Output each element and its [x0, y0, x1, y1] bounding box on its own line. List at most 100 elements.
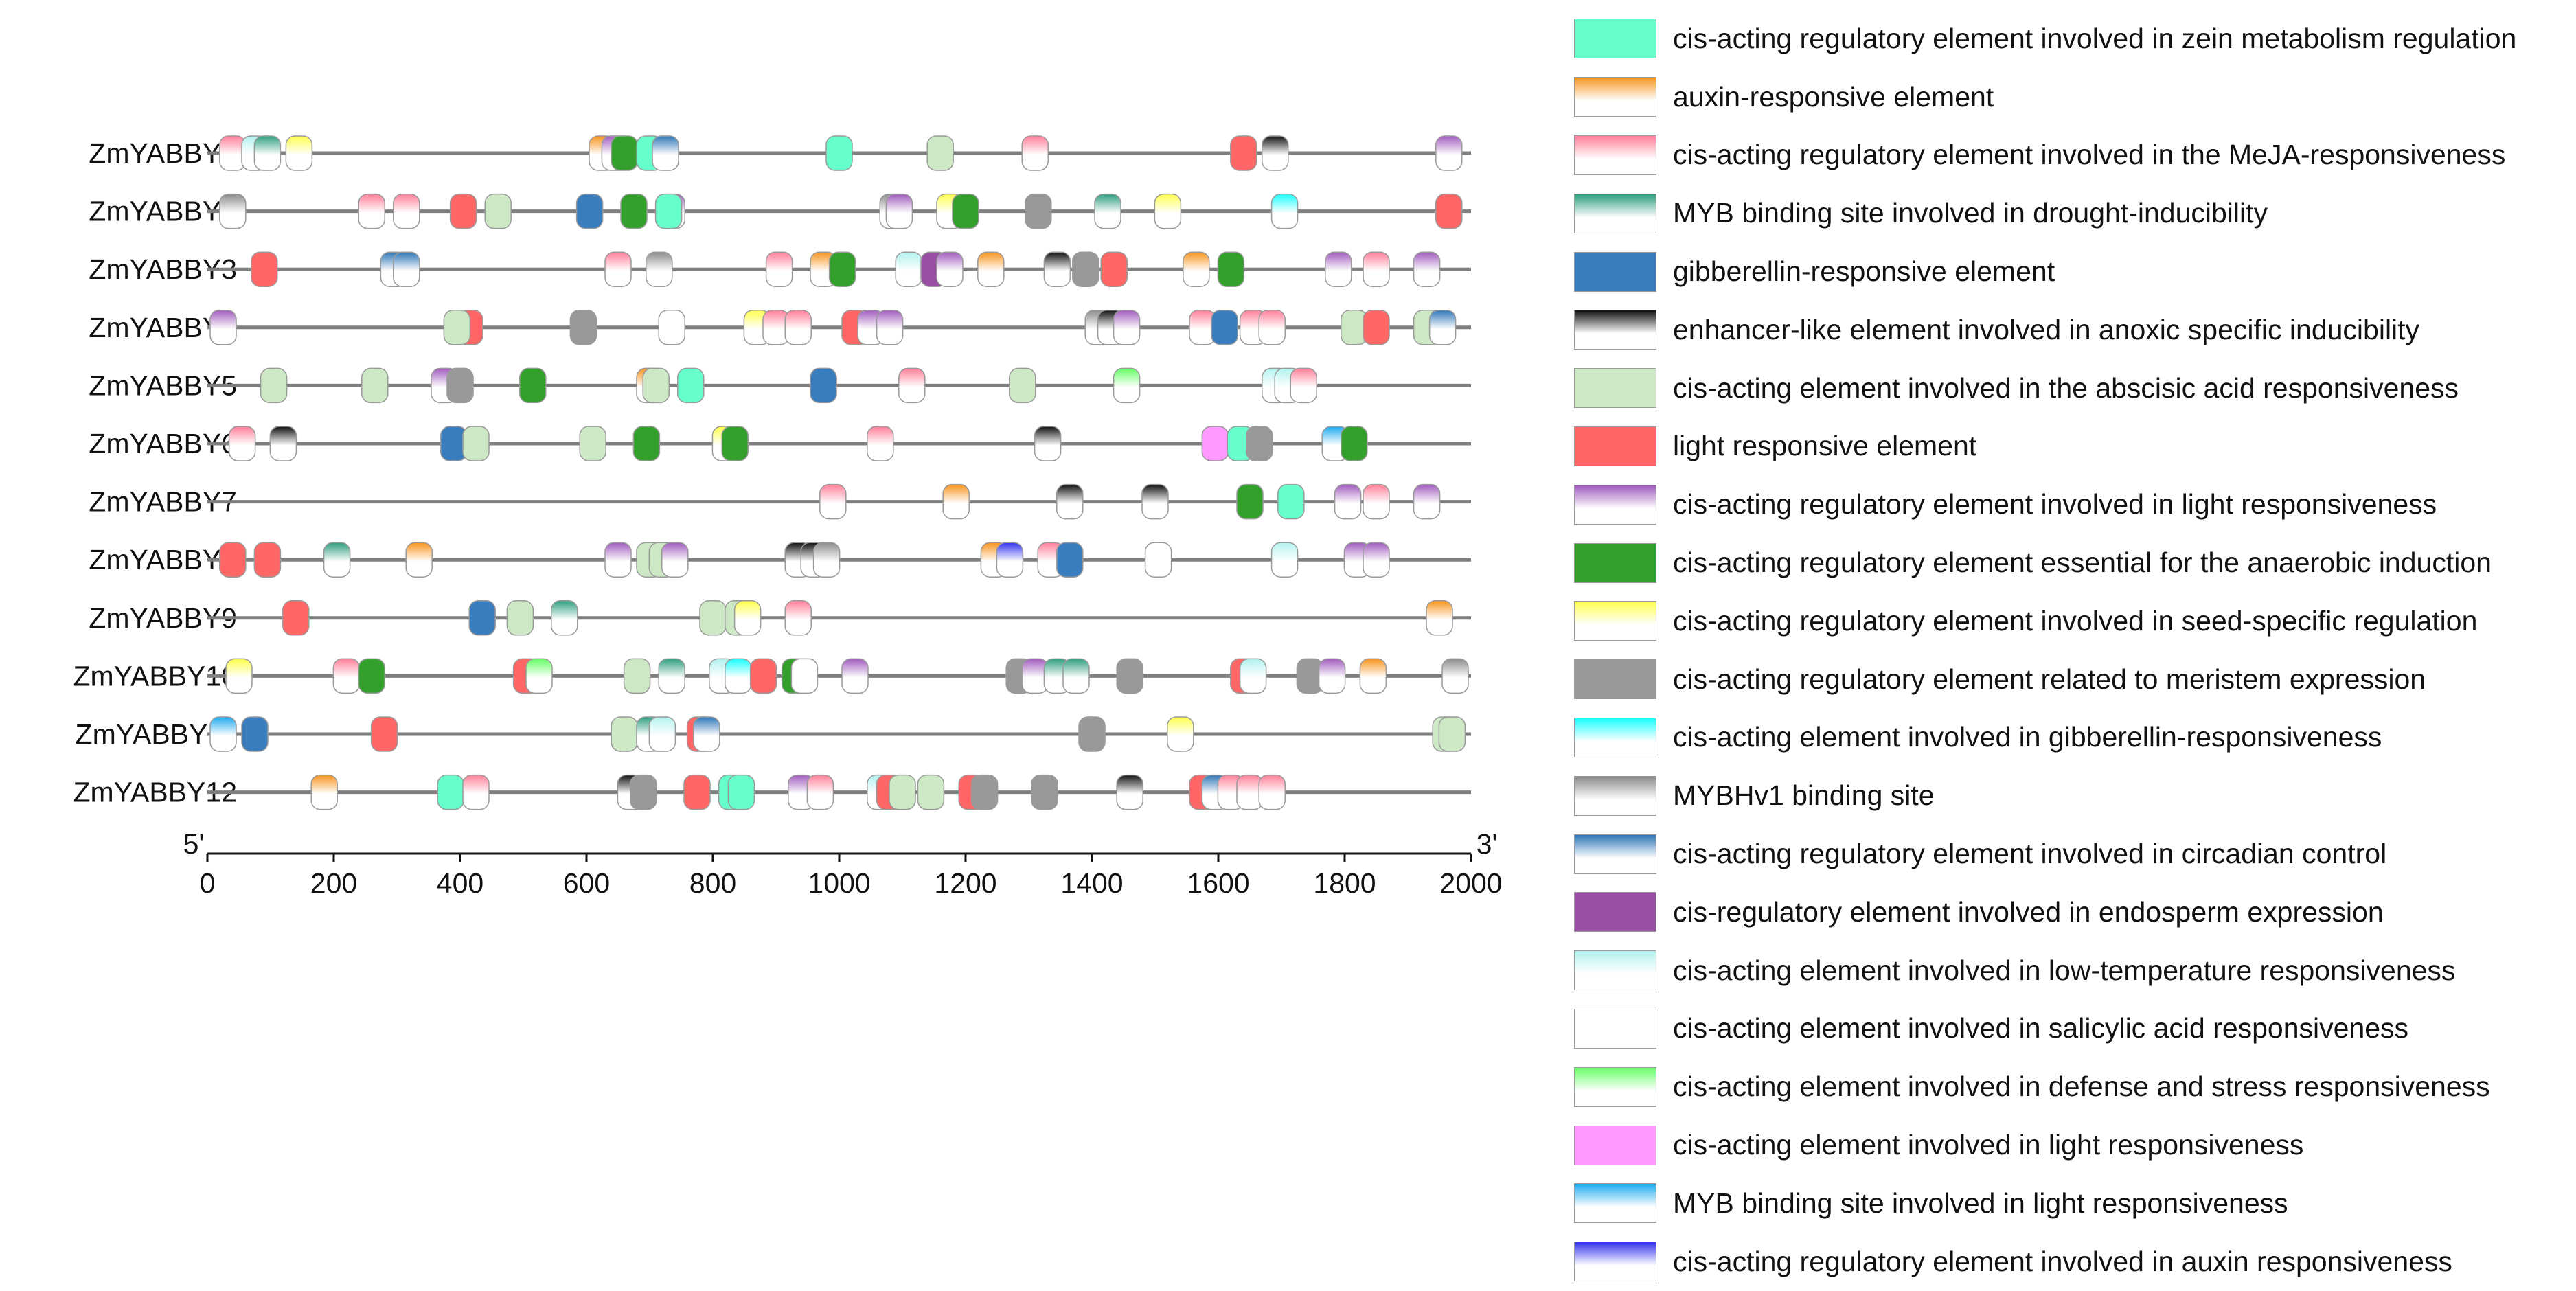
motif-mark [699, 600, 727, 636]
legend-label: cis-acting regulatory element involved i… [1673, 838, 2387, 870]
motif-mark [437, 774, 464, 810]
motif-mark [784, 600, 812, 636]
motif-mark [1270, 542, 1299, 578]
motif-mark [1144, 542, 1172, 578]
legend-label: MYB binding site involved in drought-ind… [1673, 197, 2268, 229]
motif-mark [1025, 193, 1052, 229]
gene-track: ZmYABBY7 [89, 483, 1471, 520]
legend-item: MYB binding site involved in light respo… [1574, 1174, 2570, 1233]
motif-mark [241, 716, 269, 752]
x-tick-label: 1600 [1187, 867, 1249, 899]
x-tick-label: 1400 [1060, 867, 1123, 899]
motif-mark [658, 658, 685, 694]
legend-item: cis-acting regulatory element involved i… [1574, 10, 2570, 68]
motif-mark [1325, 251, 1352, 287]
motif-mark [1056, 483, 1084, 520]
motif-mark [1183, 251, 1210, 287]
motif-mark [1043, 251, 1071, 287]
motif-mark [405, 542, 433, 578]
x-axis-ticks: 0 200 400 600 800 1000 1200 1400 1600 1800 2000 [200, 854, 1503, 899]
motif-mark [209, 310, 237, 345]
x-tick-label: 1000 [808, 867, 870, 899]
motif-mark [604, 251, 632, 287]
motif-mark [632, 426, 661, 461]
legend-item: cis-acting element involved in the absci… [1574, 359, 2570, 418]
motif-mark [623, 658, 651, 694]
motif-mark [648, 716, 676, 752]
legend-swatch [1574, 193, 1656, 233]
motif-mark [1413, 251, 1441, 287]
legend-item: cis-acting regulatory element involved i… [1574, 475, 2570, 534]
motif-mark [885, 193, 913, 229]
motif-mark [1113, 310, 1141, 345]
motif-mark [727, 774, 755, 810]
legend-item: cis-acting regulatory element involved i… [1574, 126, 2570, 185]
motif-mark [1413, 483, 1441, 520]
motif-mark [260, 367, 288, 404]
motif-mark [370, 716, 398, 752]
motif-mark [952, 193, 979, 229]
motif-mark [253, 135, 282, 171]
legend-item: light responsive element [1574, 418, 2570, 476]
motif-mark [361, 367, 389, 404]
motif-mark [611, 135, 638, 171]
legend-label: cis-acting regulatory element essential … [1673, 547, 2492, 579]
motif-mark [1363, 310, 1390, 345]
legend-item: cis-acting regulatory element related to… [1574, 650, 2570, 709]
motif-mark [551, 600, 578, 636]
legend-item: MYB binding site involved in drought-ind… [1574, 184, 2570, 242]
legend-swatch [1574, 368, 1656, 409]
legend-label: cis-acting element involved in low-tempe… [1673, 954, 2456, 986]
motif-mark [269, 426, 297, 461]
x-tick-label: 800 [689, 867, 736, 899]
legend-swatch [1574, 484, 1656, 525]
motif-mark [1318, 658, 1346, 694]
motif-mark [1217, 251, 1245, 287]
legend-label: cis-acting regulatory element involved i… [1673, 604, 2478, 637]
legend-label: cis-acting element involved in defense a… [1673, 1071, 2490, 1103]
x-tick-label: 1800 [1313, 867, 1376, 899]
motif-mark [1116, 774, 1143, 810]
x-tick-label: 200 [310, 867, 357, 899]
motif-mark [393, 193, 420, 229]
motif-mark [1230, 135, 1257, 171]
gene-track: ZmYABBY3 [89, 251, 1471, 287]
motif-mark [819, 483, 847, 520]
motif-mark [443, 310, 471, 345]
gene-track: ZmYABBY6 [89, 426, 1471, 461]
motif-mark [725, 658, 752, 694]
legend-item: cis-acting element involved in light res… [1574, 1116, 2570, 1174]
legend-swatch [1574, 950, 1656, 991]
motif-mark [1078, 716, 1106, 752]
x-tick-label: 1200 [934, 867, 996, 899]
legend-swatch [1574, 542, 1656, 583]
motif-mark [1072, 251, 1099, 287]
motif-mark [225, 658, 253, 694]
motif-mark [519, 367, 547, 404]
motif-mark [1258, 774, 1286, 810]
motif-mark [749, 658, 777, 694]
legend-swatch [1574, 834, 1656, 874]
gene-track: ZmYABBY8 [89, 542, 1471, 578]
legend-swatch [1574, 426, 1656, 466]
motif-mark [812, 542, 841, 578]
motif-mark [575, 193, 604, 229]
motif-mark [251, 251, 278, 287]
legend-label: gibberellin-responsive element [1673, 255, 2055, 288]
motif-mark [654, 193, 683, 229]
motif-mark [506, 600, 534, 636]
motif-mark [1021, 135, 1049, 171]
motif-mark [484, 193, 512, 229]
motif-mark [765, 251, 793, 287]
motif-mark [926, 135, 954, 171]
legend-label: cis-acting element involved in salicylic… [1673, 1012, 2409, 1044]
legend-swatch [1574, 1183, 1656, 1224]
legend-label: cis-acting regulatory element involved i… [1673, 139, 2506, 171]
gene-track: ZmYABBY9 [89, 600, 1471, 636]
legend-item: cis-acting regulatory element involved i… [1574, 825, 2570, 883]
legend-label: MYBHv1 binding site [1673, 779, 1935, 812]
legend-swatch [1574, 251, 1656, 292]
legend-label: cis-acting regulatory element related to… [1673, 663, 2426, 695]
motif-mark [285, 135, 313, 171]
motif-mark [332, 658, 361, 694]
